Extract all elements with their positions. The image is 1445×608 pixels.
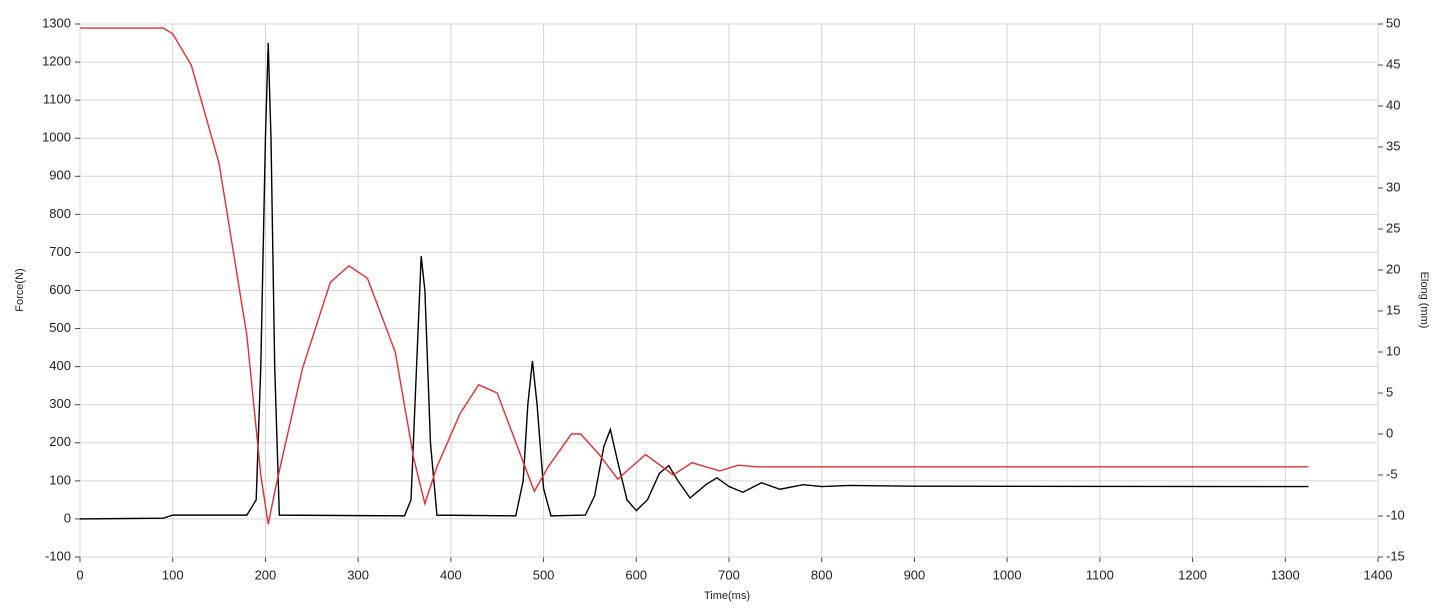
x-tick-label: 1200 [1178,567,1207,582]
y2-tick-label: 25 [1386,220,1400,235]
x-tick-label: 0 [76,567,83,582]
y-tick-label: 1200 [42,54,71,69]
y2-tick-label: 15 [1386,302,1400,317]
y2-tick-label: 35 [1386,138,1400,153]
data-line [79,43,1309,520]
x-tick-label: 200 [255,567,277,582]
y2-tick-label: 45 [1386,56,1400,71]
y-tick-label: 400 [49,358,71,373]
x-tick-label: 300 [347,567,369,582]
y-tick-label: 1100 [43,92,71,107]
y2-tick-label: -5 [1386,466,1398,481]
y2-axis-label: Elong (mm) [1418,272,1430,329]
x-tick-label: 1400 [1364,567,1393,582]
x-tick-label: 500 [533,567,555,582]
y2-tick-label: -15 [1386,548,1405,563]
y-tick-label: 0 [64,510,71,525]
y-tick-label: -100 [45,548,71,563]
x-tick-label: 600 [625,567,647,582]
y2-tick-label: 40 [1386,97,1400,112]
x-tick-label: 700 [718,567,740,582]
y-axis-label: Force(N) [14,268,26,311]
y-tick-label: 900 [49,168,71,183]
y-tick-label: 600 [49,282,71,297]
y-tick-label: 500 [49,320,71,335]
y-tick-label: 1000 [42,130,71,145]
y2-tick-label: 10 [1386,343,1400,358]
x-tick-label: 400 [440,567,462,582]
x-tick-label: 1300 [1271,567,1300,582]
y-tick-label: 1300 [42,15,71,30]
y-tick-label: 100 [49,472,71,487]
y2-tick-label: -10 [1386,507,1405,522]
data-line [80,27,1309,525]
x-tick-label: 1000 [993,567,1022,582]
x-tick-label: 1100 [1086,567,1114,582]
y-tick-label: 300 [49,396,71,411]
y2-tick-label: 20 [1386,261,1400,276]
x-axis-label: Time(ms) [704,590,750,602]
x-tick-label: 900 [904,567,926,582]
y-tick-label: 700 [49,244,71,259]
y2-tick-label: 30 [1386,179,1400,194]
y-tick-label: 200 [49,434,71,449]
y-tick-label: 800 [49,206,71,221]
y2-tick-label: 5 [1386,384,1393,399]
y2-tick-label: 0 [1386,425,1393,440]
x-tick-label: 100 [162,567,184,582]
y2-tick-label: 50 [1386,15,1400,30]
x-tick-label: 800 [811,567,833,582]
